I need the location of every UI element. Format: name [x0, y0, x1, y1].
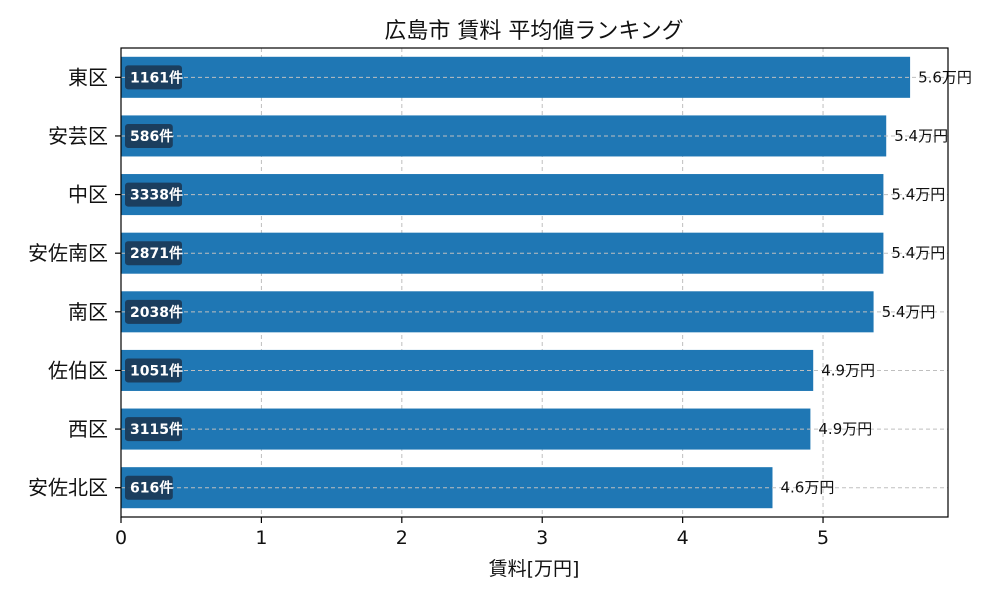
value-label: 5.4万円 [894, 127, 948, 145]
count-label: 1051件 [130, 362, 183, 379]
x-ticks: 0 1 2 3 4 5 [115, 76, 829, 549]
count-badge [125, 299, 182, 324]
x-tick-label: 5 [817, 527, 829, 549]
category-label: 安佐北区 [28, 476, 108, 500]
count-badge [125, 182, 182, 207]
category-label: 佐伯区 [48, 358, 108, 382]
plot-frame [120, 47, 949, 518]
value-label: 5.4万円 [891, 244, 945, 262]
count-label: 2038件 [130, 304, 183, 321]
value-label: 5.6万円 [918, 68, 972, 86]
x-axis-label: 賃料[万円] [489, 558, 580, 580]
count-label: 616件 [130, 480, 173, 497]
value-label: 4.9万円 [821, 361, 875, 379]
count-label: 3115件 [130, 421, 183, 438]
count-label: 1161件 [130, 69, 183, 86]
category-label: 南区 [68, 300, 108, 324]
category-label: 安芸区 [48, 124, 108, 148]
horizontal-grid [121, 76, 948, 489]
count-label: 586件 [130, 128, 173, 145]
count-badge [125, 417, 182, 442]
value-label: 4.9万円 [818, 420, 872, 438]
bar [121, 291, 874, 333]
bars [121, 56, 911, 509]
count-label: 3338件 [130, 187, 183, 204]
count-badge [125, 65, 182, 90]
count-badge [125, 241, 182, 266]
x-tick-label: 1 [255, 527, 267, 549]
count-badge [125, 358, 182, 383]
category-label: 東区 [68, 65, 108, 89]
category-label: 西区 [68, 417, 108, 441]
x-tick-label: 0 [115, 527, 127, 549]
x-tick-label: 2 [396, 527, 408, 549]
chart-title: 広島市 賃料 平均値ランキング [384, 19, 683, 44]
x-tick-label: 4 [677, 527, 689, 549]
count-badge [125, 123, 173, 148]
value-label: 5.4万円 [891, 186, 945, 204]
value-label: 5.4万円 [882, 303, 936, 321]
count-badge [125, 475, 173, 500]
count-label: 2871件 [130, 245, 183, 262]
value-label: 4.6万円 [780, 479, 834, 497]
category-label: 安佐南区 [28, 241, 108, 265]
category-label: 中区 [68, 183, 108, 207]
x-tick-label: 3 [536, 527, 548, 549]
labels: 1161件 5.6万円 586件 5.4万円 3338件 5.4万円 2871件 5.4万円 2… [125, 65, 972, 500]
